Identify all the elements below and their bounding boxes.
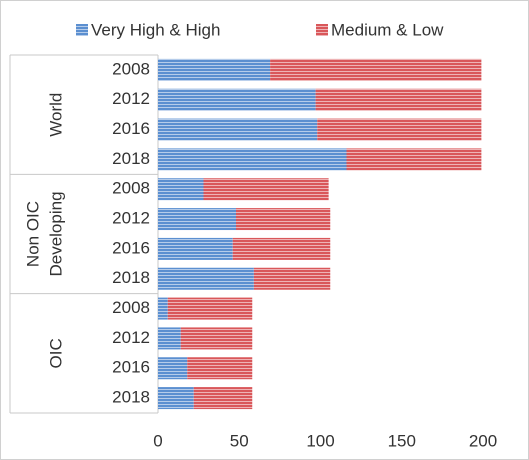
y-tick-label: 2016	[112, 358, 150, 377]
y-tick-label: 2008	[112, 179, 150, 198]
bar-segment	[236, 208, 331, 231]
group-label: World	[46, 93, 65, 137]
y-tick-label: 2012	[112, 328, 150, 347]
bar-segment	[270, 58, 482, 81]
bar-segment	[158, 387, 194, 410]
bar-segment	[158, 357, 188, 380]
y-tick-label: 2012	[112, 209, 150, 228]
x-tick-label: 200	[469, 431, 497, 450]
bar-segment	[193, 387, 253, 410]
bar-segment	[167, 297, 253, 320]
legend-label: Medium & Low	[331, 20, 444, 39]
bar-segment	[315, 88, 482, 111]
y-tick-label: 2008	[112, 59, 150, 78]
y-tick-label: 2018	[112, 268, 150, 287]
legend-swatch	[316, 24, 328, 36]
bar-segment	[158, 118, 318, 141]
x-tick-label: 50	[230, 431, 249, 450]
x-tick-label: 150	[388, 431, 416, 450]
x-tick-label: 0	[153, 431, 162, 450]
bar-segment	[158, 237, 233, 260]
bar-segment	[346, 148, 482, 171]
y-tick-label: 2008	[112, 298, 150, 317]
bar-segment	[158, 88, 316, 111]
bar-segment	[158, 267, 254, 290]
bar-segment	[158, 208, 236, 231]
y-tick-label: 2012	[112, 89, 150, 108]
y-tick-label: 2018	[112, 149, 150, 168]
bar-segment	[158, 178, 204, 201]
bar-segment	[158, 327, 181, 350]
group-label: Non OIC	[23, 201, 42, 267]
bar-segment	[158, 148, 347, 171]
y-tick-label: 2016	[112, 238, 150, 257]
bar-segment	[253, 267, 331, 290]
y-tick-label: 2016	[112, 119, 150, 138]
y-tick-label: 2018	[112, 388, 150, 407]
bar-segment	[232, 237, 331, 260]
legend-label: Very High & High	[91, 20, 220, 39]
bar-segment	[317, 118, 482, 141]
bar-segment	[187, 357, 253, 380]
bar-segment	[158, 297, 168, 320]
bar-segment	[203, 178, 329, 201]
group-label: Developing	[46, 191, 65, 276]
legend-swatch	[76, 24, 88, 36]
bar-segment	[180, 327, 253, 350]
bar-segment	[158, 58, 271, 81]
group-label: OIC	[46, 338, 65, 368]
x-tick-label: 100	[306, 431, 334, 450]
